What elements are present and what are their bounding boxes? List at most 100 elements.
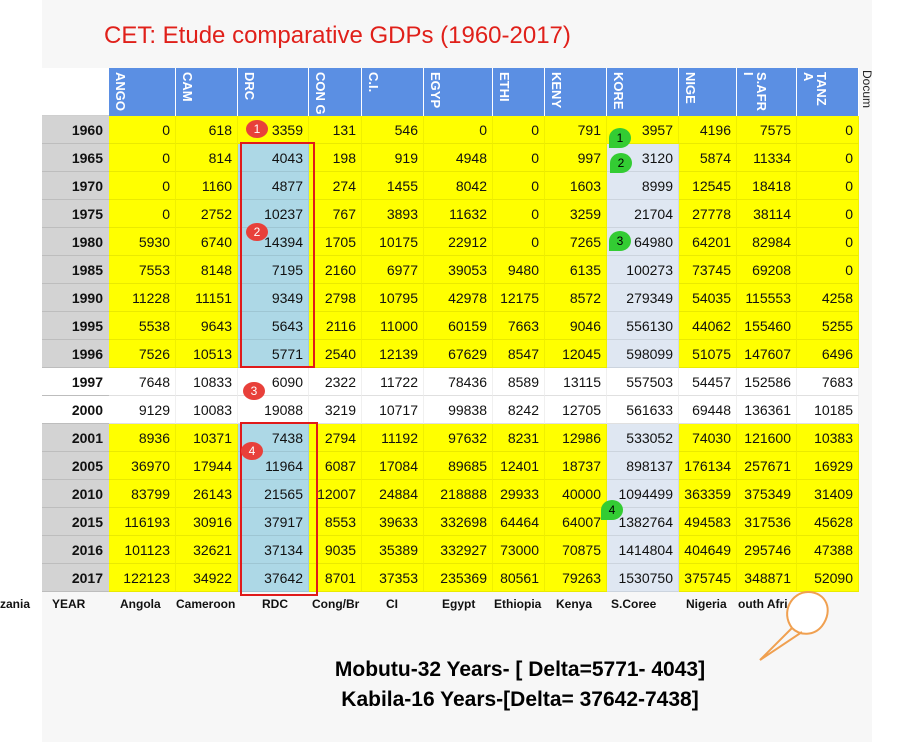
cell-2010-c-i[interactable]: 24884 xyxy=(362,480,424,508)
cell-1990-nige[interactable]: 54035 xyxy=(679,284,737,312)
cell-2000-egyp[interactable]: 99838 xyxy=(424,396,493,424)
cell-2000-s-afr-i[interactable]: 136361 xyxy=(737,396,797,424)
cell-1996-ethi[interactable]: 8547 xyxy=(493,340,545,368)
cell-2005-nige[interactable]: 176134 xyxy=(679,452,737,480)
cell-2010-ethi[interactable]: 29933 xyxy=(493,480,545,508)
cell-1996-egyp[interactable]: 67629 xyxy=(424,340,493,368)
cell-1975-con-g[interactable]: 767 xyxy=(309,200,362,228)
cell-1970-c-i[interactable]: 1455 xyxy=(362,172,424,200)
cell-2000-nige[interactable]: 69448 xyxy=(679,396,737,424)
cell-1990-con-g[interactable]: 2798 xyxy=(309,284,362,312)
cell-2001-nige[interactable]: 74030 xyxy=(679,424,737,452)
cell-2010-ango[interactable]: 83799 xyxy=(109,480,176,508)
cell-2005-s-afr-i[interactable]: 257671 xyxy=(737,452,797,480)
cell-2017-nige[interactable]: 375745 xyxy=(679,564,737,592)
cell-1985-s-afr-i[interactable]: 69208 xyxy=(737,256,797,284)
cell-2016-c-i[interactable]: 35389 xyxy=(362,536,424,564)
cell-1960-keny[interactable]: 791 xyxy=(545,116,607,144)
cell-1997-tanz-a[interactable]: 7683 xyxy=(797,368,859,396)
cell-1980-keny[interactable]: 7265 xyxy=(545,228,607,256)
cell-1990-tanz-a[interactable]: 4258 xyxy=(797,284,859,312)
cell-2010-s-afr-i[interactable]: 375349 xyxy=(737,480,797,508)
column-header-egyp[interactable]: EGYP xyxy=(424,68,493,116)
cell-1995-s-afr-i[interactable]: 155460 xyxy=(737,312,797,340)
cell-2005-kore[interactable]: 898137 xyxy=(607,452,679,480)
cell-1997-keny[interactable]: 13115 xyxy=(545,368,607,396)
row-header-1990[interactable]: 1990 xyxy=(42,284,109,312)
cell-1995-nige[interactable]: 44062 xyxy=(679,312,737,340)
cell-2000-keny[interactable]: 12705 xyxy=(545,396,607,424)
cell-1960-con-g[interactable]: 131 xyxy=(309,116,362,144)
cell-1980-cam[interactable]: 6740 xyxy=(176,228,238,256)
cell-1995-c-i[interactable]: 11000 xyxy=(362,312,424,340)
cell-2010-cam[interactable]: 26143 xyxy=(176,480,238,508)
cell-1990-drc[interactable]: 9349 xyxy=(238,284,309,312)
row-header-2017[interactable]: 2017 xyxy=(42,564,109,592)
cell-1975-ethi[interactable]: 0 xyxy=(493,200,545,228)
cell-2005-cam[interactable]: 17944 xyxy=(176,452,238,480)
cell-1997-ango[interactable]: 7648 xyxy=(109,368,176,396)
cell-1990-keny[interactable]: 8572 xyxy=(545,284,607,312)
cell-2000-c-i[interactable]: 10717 xyxy=(362,396,424,424)
cell-2010-tanz-a[interactable]: 31409 xyxy=(797,480,859,508)
cell-2001-cam[interactable]: 10371 xyxy=(176,424,238,452)
cell-1996-s-afr-i[interactable]: 147607 xyxy=(737,340,797,368)
cell-1990-ethi[interactable]: 12175 xyxy=(493,284,545,312)
cell-1997-egyp[interactable]: 78436 xyxy=(424,368,493,396)
cell-2010-drc[interactable]: 21565 xyxy=(238,480,309,508)
cell-1960-ethi[interactable]: 0 xyxy=(493,116,545,144)
cell-1965-c-i[interactable]: 919 xyxy=(362,144,424,172)
cell-2015-tanz-a[interactable]: 45628 xyxy=(797,508,859,536)
cell-2016-s-afr-i[interactable]: 295746 xyxy=(737,536,797,564)
cell-1995-cam[interactable]: 9643 xyxy=(176,312,238,340)
cell-1960-nige[interactable]: 4196 xyxy=(679,116,737,144)
cell-1985-drc[interactable]: 7195 xyxy=(238,256,309,284)
cell-1997-kore[interactable]: 557503 xyxy=(607,368,679,396)
cell-1965-cam[interactable]: 814 xyxy=(176,144,238,172)
cell-1970-drc[interactable]: 4877 xyxy=(238,172,309,200)
cell-2005-c-i[interactable]: 17084 xyxy=(362,452,424,480)
cell-2016-kore[interactable]: 1414804 xyxy=(607,536,679,564)
column-header-ango[interactable]: ANGO xyxy=(109,68,176,116)
column-header-ethi[interactable]: ETHI xyxy=(493,68,545,116)
cell-1965-ango[interactable]: 0 xyxy=(109,144,176,172)
cell-2017-ango[interactable]: 122123 xyxy=(109,564,176,592)
row-header-2005[interactable]: 2005 xyxy=(42,452,109,480)
cell-2015-keny[interactable]: 64007 xyxy=(545,508,607,536)
cell-2017-tanz-a[interactable]: 52090 xyxy=(797,564,859,592)
cell-1970-tanz-a[interactable]: 0 xyxy=(797,172,859,200)
row-header-2000[interactable]: 2000 xyxy=(42,396,109,424)
cell-1960-cam[interactable]: 618 xyxy=(176,116,238,144)
cell-2015-ango[interactable]: 116193 xyxy=(109,508,176,536)
cell-1995-keny[interactable]: 9046 xyxy=(545,312,607,340)
column-header-nige[interactable]: NIGE xyxy=(679,68,737,116)
cell-2005-egyp[interactable]: 89685 xyxy=(424,452,493,480)
cell-1995-ethi[interactable]: 7663 xyxy=(493,312,545,340)
cell-1975-egyp[interactable]: 11632 xyxy=(424,200,493,228)
row-header-1996[interactable]: 1996 xyxy=(42,340,109,368)
cell-1997-nige[interactable]: 54457 xyxy=(679,368,737,396)
cell-2015-ethi[interactable]: 64464 xyxy=(493,508,545,536)
cell-1975-ango[interactable]: 0 xyxy=(109,200,176,228)
cell-1985-cam[interactable]: 8148 xyxy=(176,256,238,284)
cell-1970-ango[interactable]: 0 xyxy=(109,172,176,200)
cell-1965-ethi[interactable]: 0 xyxy=(493,144,545,172)
cell-1970-s-afr-i[interactable]: 18418 xyxy=(737,172,797,200)
cell-1990-s-afr-i[interactable]: 115553 xyxy=(737,284,797,312)
cell-2001-egyp[interactable]: 97632 xyxy=(424,424,493,452)
cell-1975-drc[interactable]: 10237 xyxy=(238,200,309,228)
cell-2000-drc[interactable]: 19088 xyxy=(238,396,309,424)
column-header-keny[interactable]: KENY xyxy=(545,68,607,116)
row-header-1960[interactable]: 1960 xyxy=(42,116,109,144)
cell-1997-cam[interactable]: 10833 xyxy=(176,368,238,396)
cell-1996-c-i[interactable]: 12139 xyxy=(362,340,424,368)
cell-1985-kore[interactable]: 100273 xyxy=(607,256,679,284)
cell-1980-nige[interactable]: 64201 xyxy=(679,228,737,256)
cell-1990-cam[interactable]: 11151 xyxy=(176,284,238,312)
cell-1980-con-g[interactable]: 1705 xyxy=(309,228,362,256)
row-header-1975[interactable]: 1975 xyxy=(42,200,109,228)
cell-1975-c-i[interactable]: 3893 xyxy=(362,200,424,228)
cell-2010-keny[interactable]: 40000 xyxy=(545,480,607,508)
cell-2015-s-afr-i[interactable]: 317536 xyxy=(737,508,797,536)
cell-1996-ango[interactable]: 7526 xyxy=(109,340,176,368)
